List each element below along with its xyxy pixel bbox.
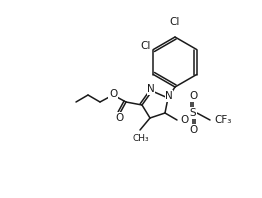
Text: O: O xyxy=(180,115,188,125)
Text: O: O xyxy=(189,125,197,135)
Text: CH₃: CH₃ xyxy=(133,134,149,143)
Text: O: O xyxy=(115,113,123,123)
Text: Cl: Cl xyxy=(170,17,180,27)
Text: CF₃: CF₃ xyxy=(214,115,231,125)
Text: S: S xyxy=(190,108,196,118)
Text: Cl: Cl xyxy=(140,41,150,50)
Text: N: N xyxy=(165,91,173,101)
Text: O: O xyxy=(109,89,117,99)
Text: N: N xyxy=(147,84,155,94)
Text: O: O xyxy=(189,91,197,101)
